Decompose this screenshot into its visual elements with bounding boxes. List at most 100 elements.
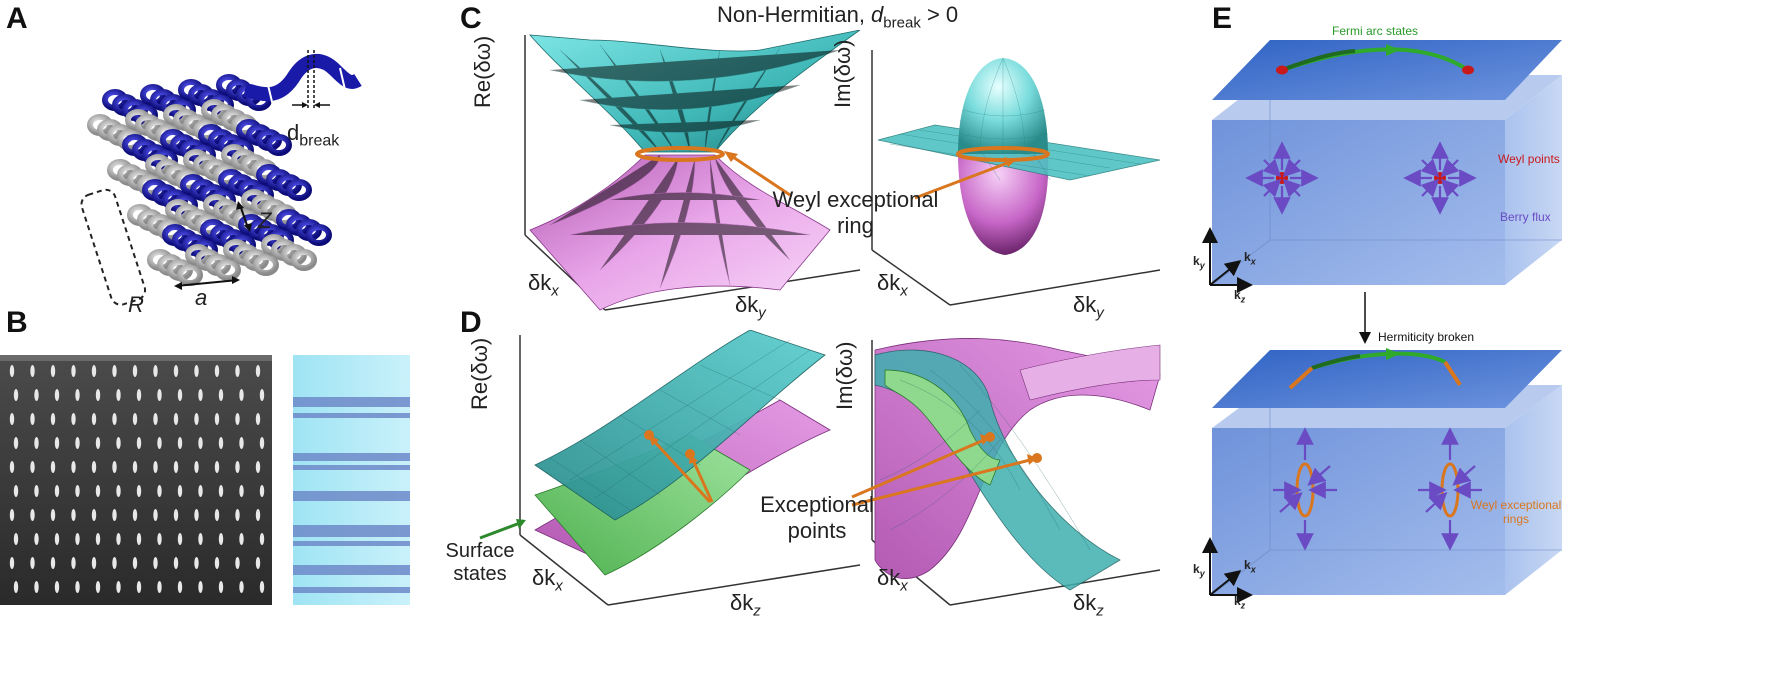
sem-helix-dot (9, 461, 15, 473)
sem-helix-dot (116, 581, 121, 593)
d-surface-label: Surface states (440, 540, 520, 586)
sem-helix-dot (218, 581, 224, 593)
sem-helix-dot (255, 413, 261, 425)
sem-helix-dot (132, 365, 138, 377)
unit-cell-box (80, 188, 147, 306)
sem-helix-dot (75, 437, 80, 449)
sem-helix-dot (71, 557, 76, 569)
sem-helix-dot (30, 461, 35, 473)
hermiticity-label: Hermiticity broken (1378, 330, 1475, 344)
weyl-rings-line1: Weyl exceptional (1470, 498, 1562, 512)
optical-micrograph (293, 355, 410, 605)
sem-helix-dot (214, 461, 220, 473)
bottom-box-side (1505, 385, 1562, 595)
sem-helix-dot (71, 413, 76, 425)
sem-helix-dot (13, 533, 19, 545)
sem-helix-dot (9, 557, 15, 569)
panel-letter-e: E (1212, 2, 1233, 35)
sem-helix-dot (214, 557, 220, 569)
sem-helix-dot (91, 365, 97, 377)
sem-helix-dot (9, 365, 15, 377)
d-left-axes (519, 335, 861, 606)
sem-helix-dot (136, 389, 142, 401)
sem-helix-dot (177, 533, 183, 545)
sem-helix-dot (95, 581, 101, 593)
bottom-box-front (1212, 428, 1505, 595)
bottom-k-axes (1202, 537, 1253, 603)
sem-helix-dot (132, 413, 138, 425)
sem-helix-dot (218, 485, 224, 497)
sem-helix-dot (153, 557, 158, 569)
sem-helix-dot (194, 365, 199, 377)
d-surface-line2: states (453, 563, 507, 585)
c-arrow-left (729, 153, 791, 197)
sem-helix-dot (214, 509, 220, 521)
sem-helix-dot (239, 389, 244, 401)
sem-helix-dot (50, 461, 56, 473)
sem-helix-dot (13, 581, 19, 593)
berry-flux-label: Berry flux (1500, 210, 1551, 224)
sem-helix-dot (157, 533, 162, 545)
sem-helix-dot (71, 461, 76, 473)
bottom-kz-label: kz (1234, 594, 1246, 611)
sem-helix-dot (91, 413, 97, 425)
sem-helix-dot (177, 389, 183, 401)
sem-helix-dot (13, 389, 19, 401)
sem-helix-dot (30, 365, 35, 377)
top-surface-plate (1212, 40, 1562, 100)
sem-helix-dot (239, 533, 244, 545)
sem-helix-dot (198, 485, 203, 497)
sem-helix-dot (116, 533, 121, 545)
sem-helix-dot (13, 485, 19, 497)
d-symbol: d (287, 120, 300, 145)
top-kx-label: kx (1244, 250, 1256, 267)
break-inset (243, 50, 362, 111)
panel-letter-b: B (6, 306, 28, 339)
sem-helix-dot (235, 557, 240, 569)
r-label: R (128, 292, 144, 317)
c-right-xlabel: δkx (877, 270, 908, 300)
sem-helix-dot (91, 557, 97, 569)
sem-helix-dot (198, 581, 203, 593)
sem-helix-dot (173, 557, 179, 569)
arc-end-left (1288, 366, 1314, 390)
sem-helix-dot (153, 461, 158, 473)
sem-helix-dot (116, 485, 121, 497)
sem-helix-dot (194, 557, 199, 569)
panel-letter-d: D (460, 306, 482, 339)
brillouin-box-diagram (1202, 40, 1562, 603)
sem-helix-dot (136, 581, 142, 593)
sem-helix-dot (132, 461, 138, 473)
d-arrow-1 (651, 438, 712, 504)
weyl-point-projection-left (1276, 65, 1288, 75)
z-label: Z (258, 208, 272, 233)
sem-helix-dot (153, 365, 158, 377)
title-break-sub: break (883, 14, 921, 32)
sem-helix-dot (54, 485, 60, 497)
sem-helix-dot (112, 509, 117, 521)
helix-turn (177, 264, 203, 286)
title-suffix: > 0 (920, 2, 959, 27)
sem-helix-dot (75, 485, 80, 497)
c-left-upper-surface (529, 30, 861, 153)
weyl-ring-right (1418, 427, 1482, 551)
panel-letter-a: A (6, 2, 28, 35)
sem-helix-dot (173, 509, 179, 521)
helix-turn (253, 254, 279, 276)
sem-helix-dot (177, 485, 183, 497)
sem-helix-dot (177, 437, 183, 449)
sem-helix-dot (259, 485, 265, 497)
helix-turn (215, 259, 241, 281)
sem-helix-dot (194, 413, 199, 425)
sem-helix-dot (239, 485, 244, 497)
c-left-exceptional-ring (635, 146, 725, 162)
sem-helix-dot (198, 389, 203, 401)
sem-helix-dot (198, 533, 203, 545)
d-right-top-sheet (1019, 344, 1161, 401)
sem-helix-dot (132, 509, 138, 521)
c-right-lower-ellipsoid (958, 154, 1049, 255)
c-right-zlabel: Im(δω) (830, 39, 855, 108)
c-right-exceptional-ring (956, 146, 1050, 162)
sem-helix-dot (235, 365, 240, 377)
